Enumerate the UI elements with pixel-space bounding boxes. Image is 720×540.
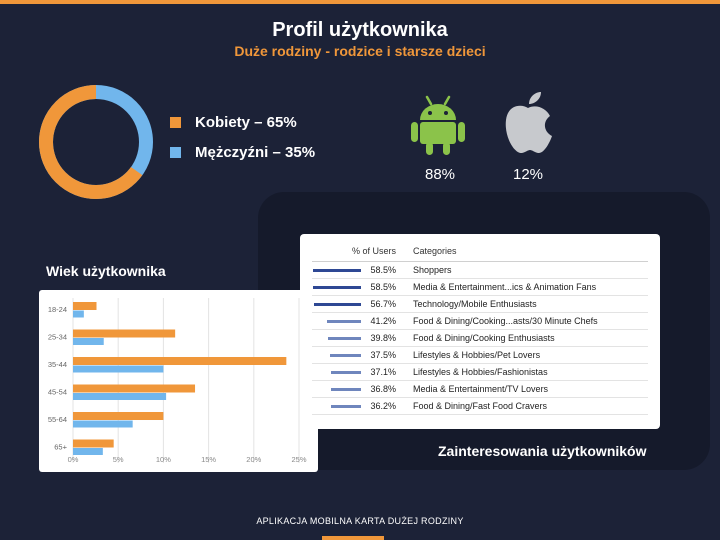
interest-category: Food & Dining/Cooking Enthusiasts bbox=[413, 333, 555, 343]
apple-icon bbox=[505, 92, 552, 154]
interest-bar bbox=[330, 388, 361, 391]
row-divider bbox=[312, 380, 648, 381]
interests-section-label: Zainteresowania użytkowników bbox=[438, 443, 647, 459]
y-category-label: 65+ bbox=[54, 443, 67, 452]
age-bar-series-1 bbox=[73, 384, 196, 393]
interest-row: 58.5% Media & Entertainment...ics & Anima… bbox=[300, 279, 660, 296]
y-category-label: 18-24 bbox=[48, 305, 67, 314]
legend-female: Kobiety – 65% bbox=[170, 114, 297, 131]
y-category-label: 35-44 bbox=[48, 360, 67, 369]
x-tick-label: 25% bbox=[291, 455, 306, 464]
age-bar-series-2 bbox=[73, 338, 104, 345]
age-bar-series-1 bbox=[73, 302, 97, 310]
y-category-label: 25-34 bbox=[48, 333, 67, 342]
interest-row: 58.5% Shoppers bbox=[300, 262, 660, 279]
age-chart-card: 0% 5% 10% 15% 20% 25% 18-24 25-34 35-44 45-54 55-6… bbox=[39, 290, 318, 472]
interest-bar bbox=[313, 286, 361, 289]
age-bar-series-1 bbox=[73, 412, 164, 420]
row-divider bbox=[312, 414, 648, 415]
interest-bar bbox=[328, 337, 361, 340]
interest-percentage: 37.1% bbox=[370, 367, 396, 377]
interest-percentage: 56.7% bbox=[370, 299, 396, 309]
row-divider bbox=[312, 363, 648, 364]
age-bar-series-1 bbox=[73, 357, 287, 365]
interest-percentage: 36.8% bbox=[370, 384, 396, 394]
interest-category: Lifestyles & Hobbies/Pet Lovers bbox=[413, 350, 541, 360]
page-subtitle: Duże rodziny - rodzice i starsze dzieci bbox=[234, 43, 486, 59]
row-divider bbox=[312, 329, 648, 330]
age-bar-chart: 0% 5% 10% 15% 20% 25% 18-24 25-34 35-44 45-54 55-6… bbox=[48, 298, 307, 464]
android-percentage: 88% bbox=[424, 166, 456, 183]
legend-swatch-female bbox=[170, 117, 181, 128]
interest-percentage: 41.2% bbox=[370, 316, 396, 326]
interest-category: Technology/Mobile Enthusiasts bbox=[413, 299, 537, 309]
age-bar-series-2 bbox=[73, 420, 133, 428]
x-tick-label: 0% bbox=[68, 455, 79, 464]
interest-category: Media & Entertainment/TV Lovers bbox=[413, 384, 549, 394]
row-divider bbox=[312, 295, 648, 296]
interest-bar bbox=[313, 269, 361, 272]
interest-percentage: 58.5% bbox=[370, 265, 396, 275]
row-divider bbox=[312, 312, 648, 313]
interests-card: % of Users Categories 58.5% Shoppers 58.5%… bbox=[300, 234, 660, 429]
android-icon bbox=[411, 95, 465, 155]
age-bar-series-2 bbox=[73, 310, 84, 318]
legend-female-label: Kobiety – 65% bbox=[195, 114, 297, 131]
interests-col-pct-header: % of Users bbox=[352, 246, 397, 256]
x-tick-label: 15% bbox=[201, 455, 216, 464]
age-bar-series-1 bbox=[73, 329, 176, 338]
legend-male-label: Mężczyźni – 35% bbox=[195, 144, 316, 161]
x-tick-label: 5% bbox=[113, 455, 124, 464]
interest-category: Shoppers bbox=[413, 265, 452, 275]
row-divider bbox=[312, 397, 648, 398]
interest-percentage: 36.2% bbox=[370, 401, 396, 411]
interest-row: 36.2% Food & Dining/Fast Food Cravers bbox=[300, 398, 660, 415]
interest-row: 39.8% Food & Dining/Cooking Enthusiasts bbox=[300, 330, 660, 347]
gender-donut-chart bbox=[39, 85, 153, 199]
interest-row: 56.7% Technology/Mobile Enthusiasts bbox=[300, 296, 660, 313]
x-tick-label: 10% bbox=[156, 455, 171, 464]
legend-swatch-male bbox=[170, 147, 181, 158]
interest-category: Food & Dining/Fast Food Cravers bbox=[413, 401, 548, 411]
interest-percentage: 58.5% bbox=[370, 282, 396, 292]
row-divider bbox=[312, 346, 648, 347]
interest-bar bbox=[331, 405, 361, 408]
interest-category: Food & Dining/Cooking...asts/30 Minute C… bbox=[413, 316, 598, 326]
interest-category: Media & Entertainment...ics & Animation … bbox=[413, 282, 597, 292]
interest-row: 37.5% Lifestyles & Hobbies/Pet Lovers bbox=[300, 347, 660, 364]
interest-bar bbox=[314, 303, 361, 306]
top-accent-bar bbox=[0, 0, 720, 4]
interest-row: 37.1% Lifestyles & Hobbies/Fashionistas bbox=[300, 364, 660, 381]
y-category-label: 45-54 bbox=[48, 388, 67, 397]
age-bar-series-2 bbox=[73, 393, 167, 400]
age-bar-series-2 bbox=[73, 448, 103, 455]
interest-percentage: 39.8% bbox=[370, 333, 396, 343]
interests-col-category-header: Categories bbox=[413, 246, 457, 256]
row-divider bbox=[312, 278, 648, 279]
interest-bar bbox=[327, 320, 361, 323]
y-category-label: 55-64 bbox=[48, 415, 67, 424]
interest-percentage: 37.5% bbox=[370, 350, 396, 360]
header-divider bbox=[312, 261, 648, 262]
age-bar-series-1 bbox=[73, 439, 114, 448]
age-section-label: Wiek użytkownika bbox=[46, 263, 166, 279]
x-tick-label: 20% bbox=[246, 455, 261, 464]
interest-row: 36.8% Media & Entertainment/TV Lovers bbox=[300, 381, 660, 398]
legend-male: Mężczyźni – 35% bbox=[170, 144, 315, 161]
page-title: Profil użytkownika bbox=[272, 19, 448, 41]
interest-bar bbox=[330, 371, 361, 374]
interest-row: 41.2% Food & Dining/Cooking...asts/30 Min… bbox=[300, 313, 660, 330]
footer-text: APLIKACJA MOBILNA KARTA DUŻEJ RODZINY bbox=[256, 516, 464, 526]
age-bar-series-2 bbox=[73, 365, 164, 373]
interest-bar bbox=[330, 354, 361, 357]
bottom-accent-bar bbox=[322, 536, 384, 540]
apple-percentage: 12% bbox=[512, 166, 544, 183]
donut-slice-female bbox=[39, 85, 153, 199]
interest-category: Lifestyles & Hobbies/Fashionistas bbox=[413, 367, 548, 377]
